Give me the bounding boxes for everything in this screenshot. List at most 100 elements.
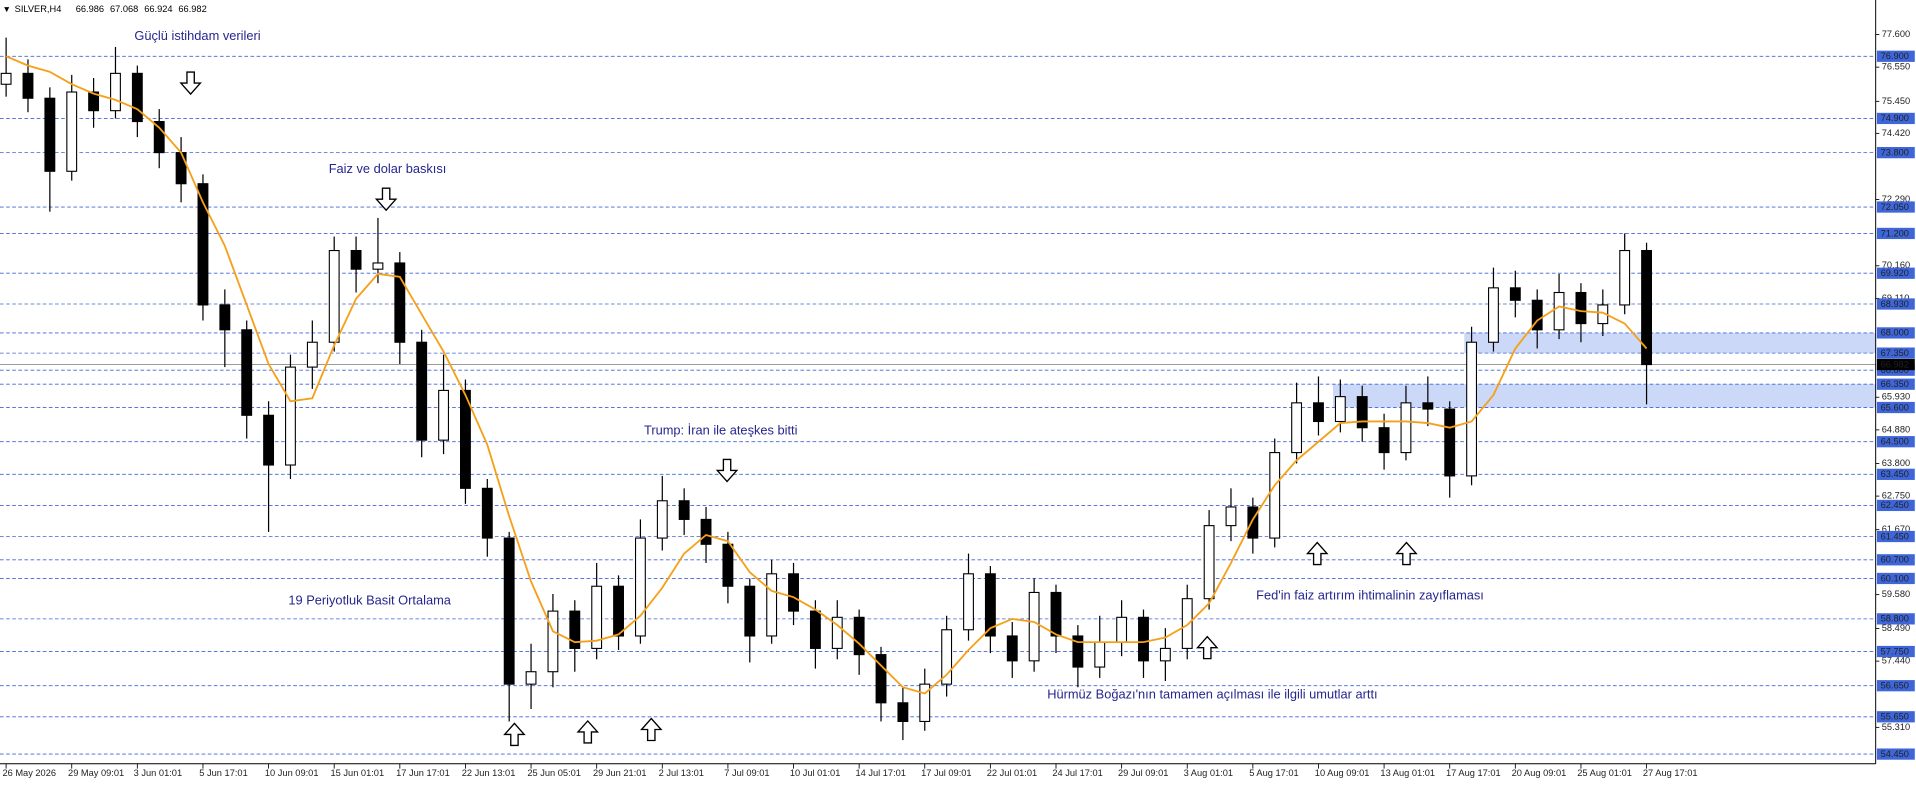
candle-body (1247, 506, 1259, 539)
level-label: 76.900 (1881, 51, 1909, 61)
candle-body (678, 500, 690, 520)
level-label-box (1876, 711, 1915, 723)
candle-body (1509, 287, 1521, 301)
candle-body (1531, 299, 1543, 331)
candle-body (459, 389, 471, 489)
candle-body (1094, 641, 1106, 668)
x-tick-label: 22 Jun 13:01 (462, 768, 516, 778)
x-tick-label: 5 Jun 17:01 (199, 768, 247, 778)
header-quote: 66.982 (178, 4, 206, 14)
x-tick-label: 17 Aug 17:01 (1446, 768, 1501, 778)
candle-body (809, 610, 821, 649)
candle-body (656, 500, 668, 539)
candle-body (219, 304, 231, 331)
current-price-label: 66.982 (1881, 359, 1909, 369)
x-tick-label: 15 Jun 01:01 (331, 768, 385, 778)
candle-body (1050, 591, 1062, 637)
y-tick-label: 62.750 (1882, 491, 1910, 501)
candle-body (438, 389, 450, 441)
candle-body (1378, 427, 1390, 454)
candle-body (984, 573, 996, 637)
candle-body (831, 616, 843, 649)
candle-body (1553, 291, 1565, 331)
y-tick-label: 63.800 (1882, 458, 1910, 468)
level-label: 60.700 (1881, 555, 1909, 565)
level-label: 54.450 (1881, 749, 1909, 759)
level-label-box (1876, 468, 1915, 480)
level-label: 60.100 (1881, 573, 1909, 583)
up-arrow (1196, 635, 1219, 660)
marks (0, 37, 1653, 741)
level-label: 69.920 (1881, 268, 1909, 278)
candle-body (175, 152, 187, 185)
level-label: 55.650 (1881, 712, 1909, 722)
x-tick-label: 25 Aug 01:01 (1577, 768, 1632, 778)
level-label: 56.650 (1881, 681, 1909, 691)
candle-body (1006, 635, 1018, 662)
level-label-box (1876, 401, 1915, 414)
y-tick-label: 65.930 (1882, 392, 1910, 402)
candle-body (306, 341, 318, 368)
candle-body (897, 702, 909, 723)
level-label: 72.050 (1881, 202, 1909, 212)
candle-body (350, 249, 362, 270)
annotation: 19 Periyotluk Basit Ortalama (288, 593, 451, 608)
annotation: Hürmüz Boğazı'nın tamamen açılması ile i… (1047, 687, 1377, 702)
level-label: 74.900 (1881, 113, 1909, 123)
candle-body (1356, 396, 1368, 429)
axis: 77.600 76.550 75.450 74.420 72.290 70.160 69.1… (2, 29, 1915, 778)
candle-body (110, 72, 121, 112)
level-label-box (1876, 267, 1915, 279)
level-label: 61.450 (1881, 531, 1909, 541)
candle-body (263, 414, 275, 466)
level-label: 63.450 (1881, 469, 1909, 479)
candle-body (1641, 249, 1653, 366)
x-tick-label: 10 Jul 01:01 (790, 768, 841, 778)
x-tick-label: 14 Jul 17:01 (855, 768, 906, 778)
y-tick-label: 70.160 (1882, 260, 1910, 270)
candle-body (1072, 635, 1084, 668)
level-label-box (1876, 645, 1915, 658)
candle-body (131, 72, 143, 123)
y-tick-label: 58.490 (1882, 623, 1910, 633)
candle-body (197, 183, 209, 306)
down-arrow (374, 187, 398, 212)
level-label-box (1876, 298, 1915, 310)
candle-body (766, 573, 778, 637)
level-label-box (1876, 748, 1915, 760)
x-tick-label: 5 Aug 17:01 (1249, 768, 1298, 778)
candle-body (963, 573, 974, 631)
down-arrow (179, 71, 202, 96)
up-arrow (1305, 541, 1329, 566)
candle-body (481, 487, 493, 539)
y-tick-label: 75.450 (1882, 96, 1910, 106)
x-tick-label: 17 Jun 17:01 (396, 768, 450, 778)
candle-body (1334, 396, 1346, 423)
candle-body (744, 585, 756, 637)
y-tick-label: 55.310 (1882, 722, 1910, 732)
candle-body (285, 366, 296, 466)
candle-body (1313, 402, 1324, 423)
x-tick-label: 24 Jul 17:01 (1052, 768, 1103, 778)
candle-body (1159, 647, 1171, 662)
candle-body (44, 97, 56, 172)
level-label-box (1876, 227, 1915, 240)
level-label-box (1876, 680, 1915, 692)
x-tick-label: 2 Jul 13:01 (659, 768, 704, 778)
level-label: 68.930 (1881, 299, 1909, 309)
header-quote: 67.068 (110, 4, 138, 14)
y-tick-label: 76.550 (1882, 62, 1910, 72)
level-label-box (1876, 347, 1915, 359)
x-tick-label: 10 Aug 09:01 (1315, 768, 1370, 778)
zone (1333, 384, 1876, 408)
candle-body (1225, 506, 1237, 527)
candle-body (591, 585, 603, 649)
candle-body (700, 518, 712, 545)
candle-body (88, 91, 100, 112)
x-tick-label: 10 Jun 09:01 (265, 768, 319, 778)
candle-body (394, 262, 406, 343)
x-tick-label: 13 Aug 01:01 (1380, 768, 1435, 778)
header-arrow: ▼ (2, 4, 10, 14)
level-label-box (1876, 147, 1915, 159)
